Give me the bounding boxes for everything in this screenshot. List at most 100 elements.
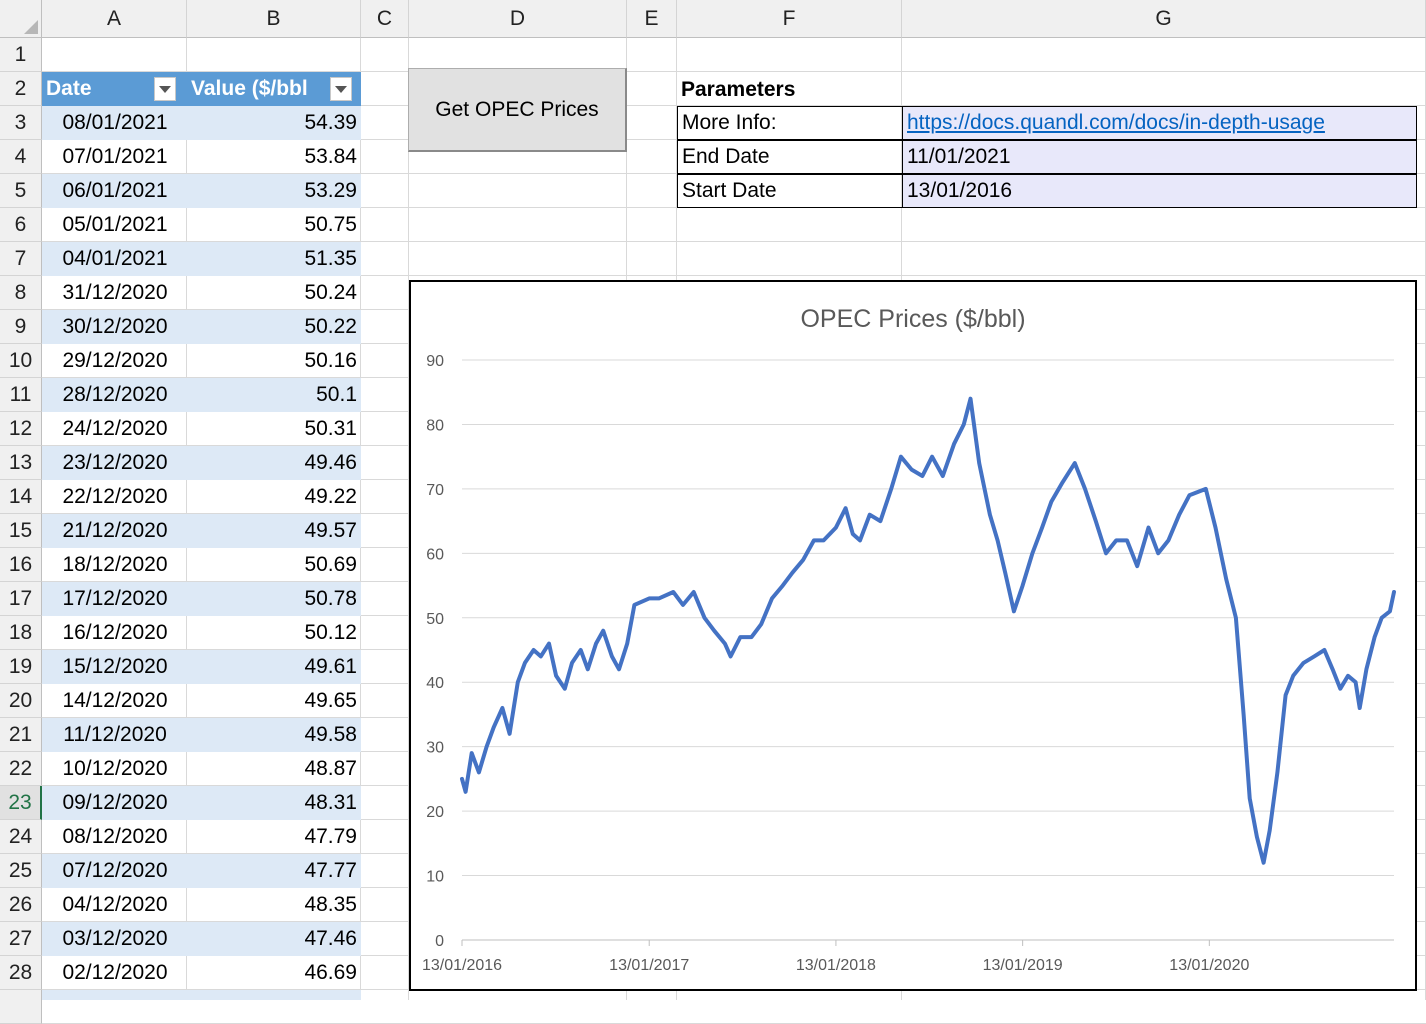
table-cell-value[interactable]: 49.61 (187, 650, 361, 684)
column-header-e[interactable]: E (627, 0, 677, 38)
row-header-17[interactable]: 17 (0, 582, 42, 616)
start-date-value[interactable]: 13/01/2016 (902, 174, 1417, 208)
table-cell-date[interactable]: 04/12/2020 (62, 893, 168, 916)
table-cell-date[interactable]: 03/12/2020 (42, 922, 188, 956)
table-cell-value[interactable]: 49.58 (187, 718, 361, 752)
table-cell-value[interactable]: 50.16 (304, 349, 357, 372)
table-cell-date[interactable]: 05/01/2021 (62, 213, 168, 236)
table-cell-date[interactable]: 10/12/2020 (62, 757, 168, 780)
row-header-24[interactable]: 24 (0, 820, 42, 854)
table-cell-value[interactable]: 47.79 (304, 825, 357, 848)
row-header-15[interactable]: 15 (0, 514, 42, 548)
table-cell-value[interactable]: 48.31 (187, 786, 361, 820)
filter-button-date-icon[interactable] (154, 77, 176, 101)
table-cell-value[interactable]: 47.77 (187, 854, 361, 888)
table-cell-value[interactable]: 46.69 (304, 961, 357, 984)
column-header-d[interactable]: D (409, 0, 627, 38)
table-cell-value[interactable]: 53.29 (187, 174, 361, 208)
table-cell-date[interactable]: 22/12/2020 (62, 485, 168, 508)
table-cell-date[interactable]: 15/12/2020 (42, 650, 188, 684)
table-cell-date[interactable]: 04/01/2021 (42, 242, 188, 276)
more-info-link-text[interactable]: https://docs.quandl.com/docs/in-depth-us… (907, 111, 1325, 134)
select-all-corner[interactable] (0, 0, 42, 38)
row-header-13[interactable]: 13 (0, 446, 42, 480)
row-header-18[interactable]: 18 (0, 616, 42, 650)
row-header-22[interactable]: 22 (0, 752, 42, 786)
more-info-link[interactable]: https://docs.quandl.com/docs/in-depth-us… (902, 106, 1417, 140)
row-header-11[interactable]: 11 (0, 378, 42, 412)
y-tick-label: 20 (426, 804, 444, 821)
column-header-a[interactable]: A (42, 0, 187, 38)
table-cell-value[interactable]: 49.22 (304, 485, 357, 508)
table-cell-date[interactable]: 08/12/2020 (62, 825, 168, 848)
table-cell-value[interactable]: 50.75 (304, 213, 357, 236)
table-cell-date[interactable]: 30/12/2020 (42, 310, 188, 344)
row-header-28[interactable]: 28 (0, 956, 42, 990)
get-opec-prices-button[interactable]: Get OPEC Prices (408, 68, 627, 152)
table-cell-date[interactable]: 07/12/2020 (42, 854, 188, 888)
row-header-23[interactable]: 23 (0, 786, 42, 820)
row-header-8[interactable]: 8 (0, 276, 42, 310)
row-header-9[interactable]: 9 (0, 310, 42, 344)
table-cell-value[interactable]: 50.1 (187, 378, 361, 412)
table-cell-date[interactable]: 18/12/2020 (62, 553, 168, 576)
row-header-3[interactable]: 3 (0, 106, 42, 140)
row-header-partial[interactable] (0, 990, 42, 1024)
row-header-25[interactable]: 25 (0, 854, 42, 888)
table-cell-value[interactable]: 50.69 (304, 553, 357, 576)
row-header-14[interactable]: 14 (0, 480, 42, 514)
table-cell-date[interactable]: 08/01/2021 (42, 106, 188, 140)
row-header-5[interactable]: 5 (0, 174, 42, 208)
row-header-2[interactable]: 2 (0, 72, 42, 106)
row-header-6[interactable]: 6 (0, 208, 42, 242)
table-cell-date[interactable]: 02/12/2020 (62, 961, 168, 984)
table-cell-value[interactable]: 50.22 (187, 310, 361, 344)
row-header-4[interactable]: 4 (0, 140, 42, 174)
table-cell-value[interactable]: 49.46 (187, 446, 361, 480)
row-header-12[interactable]: 12 (0, 412, 42, 446)
table-row-partial[interactable] (42, 990, 361, 1000)
table-cell-date[interactable]: 17/12/2020 (42, 582, 188, 616)
table-cell-value[interactable]: 54.39 (187, 106, 361, 140)
table-cell-date[interactable]: 21/12/2020 (42, 514, 188, 548)
table-cell-value[interactable]: 48.35 (304, 893, 357, 916)
table-cell-date[interactable]: 06/01/2021 (42, 174, 188, 208)
table-cell-date[interactable]: 24/12/2020 (62, 417, 168, 440)
row-header-10[interactable]: 10 (0, 344, 42, 378)
opec-price-chart[interactable]: OPEC Prices ($/bbl) 0 10 20 30 40 50 60 70 80 90 13… (409, 280, 1417, 991)
table-cell-value[interactable]: 50.24 (304, 281, 357, 304)
column-header-f[interactable]: F (677, 0, 902, 38)
row-header-21[interactable]: 21 (0, 718, 42, 752)
row-header-7[interactable]: 7 (0, 242, 42, 276)
table-cell-value[interactable]: 53.84 (304, 145, 357, 168)
table-cell-value[interactable]: 50.12 (304, 621, 357, 644)
end-date-value[interactable]: 11/01/2021 (902, 140, 1417, 174)
table-cell-date[interactable]: 14/12/2020 (62, 689, 168, 712)
table-cell-value[interactable]: 48.87 (304, 757, 357, 780)
table-cell-date[interactable]: 29/12/2020 (62, 349, 168, 372)
data-point (500, 706, 504, 710)
table-cell-date[interactable]: 07/01/2021 (62, 145, 168, 168)
row-header-19[interactable]: 19 (0, 650, 42, 684)
table-cell-date[interactable]: 16/12/2020 (62, 621, 168, 644)
row-header-26[interactable]: 26 (0, 888, 42, 922)
column-header-c[interactable]: C (361, 0, 409, 38)
row-header-27[interactable]: 27 (0, 922, 42, 956)
table-cell-date[interactable]: 09/12/2020 (42, 786, 188, 820)
table-cell-date[interactable]: 31/12/2020 (62, 281, 168, 304)
filter-button-value-icon[interactable] (330, 77, 352, 101)
column-header-g[interactable]: G (902, 0, 1426, 38)
table-cell-value[interactable]: 49.65 (304, 689, 357, 712)
table-cell-value[interactable]: 51.35 (187, 242, 361, 276)
row-header-20[interactable]: 20 (0, 684, 42, 718)
table-cell-value[interactable]: 50.31 (304, 417, 357, 440)
table-cell-date[interactable]: 23/12/2020 (42, 446, 188, 480)
table-cell-value[interactable]: 49.57 (187, 514, 361, 548)
table-cell-value[interactable]: 50.78 (187, 582, 361, 616)
table-cell-value[interactable]: 47.46 (187, 922, 361, 956)
column-header-b[interactable]: B (187, 0, 361, 38)
row-header-16[interactable]: 16 (0, 548, 42, 582)
row-header-1[interactable]: 1 (0, 38, 42, 72)
table-cell-date[interactable]: 28/12/2020 (42, 378, 188, 412)
table-cell-date[interactable]: 11/12/2020 (42, 718, 188, 752)
